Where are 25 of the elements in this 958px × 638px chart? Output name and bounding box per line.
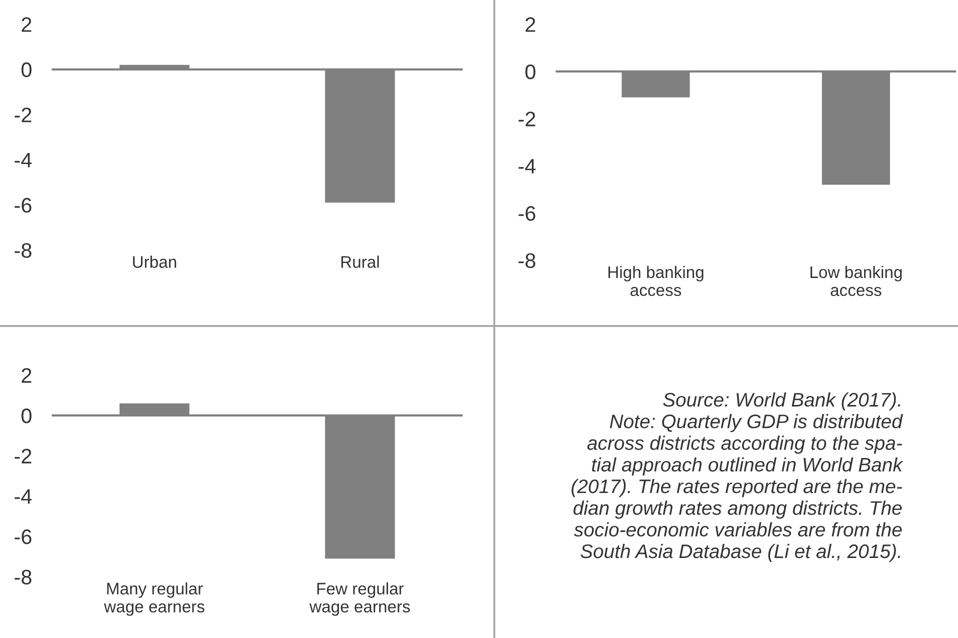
y-tick-label: -8 bbox=[14, 243, 32, 258]
y-tick-label: -4 bbox=[14, 152, 32, 168]
y-tick-label: -6 bbox=[518, 206, 536, 221]
y-tick-label: 0 bbox=[22, 62, 32, 78]
x-tick-label: High banking access bbox=[608, 266, 704, 296]
y-tick-label: -6 bbox=[14, 529, 32, 544]
x-tick-label: Rural bbox=[341, 256, 379, 268]
x-tick-label: Few regular wage earners bbox=[309, 582, 410, 616]
x-tick-label: Urban bbox=[133, 256, 176, 268]
y-tick-label: -2 bbox=[518, 112, 536, 126]
y-tick-label: 2 bbox=[22, 368, 32, 383]
y-tick-label: 0 bbox=[22, 408, 32, 424]
y-tick-label: -8 bbox=[518, 253, 536, 268]
y-tick-label: -8 bbox=[14, 570, 32, 585]
y-tick-label: -4 bbox=[518, 159, 536, 174]
y-tick-label: 0 bbox=[525, 64, 536, 80]
y-tick-label: 2 bbox=[526, 17, 536, 32]
y-tick-label: 2 bbox=[22, 17, 32, 32]
y-tick-label: -2 bbox=[14, 448, 32, 464]
y-tick-label: -6 bbox=[14, 198, 32, 213]
y-tick-label: -2 bbox=[14, 108, 32, 122]
y-tick-label: -4 bbox=[14, 489, 32, 504]
x-tick-label: Many regular wage earners bbox=[104, 582, 204, 616]
x-tick-label: Low banking access bbox=[810, 266, 902, 296]
source-note: Source: World Bank (2017). Note: Quarterly GDP is distributed across districts according to the spa- tial approach outlined in World Bank (2017). The rates reported are the me- dian growth rates among districts. The socio-economic variables are from the South Asia Database (Li et al., 2015). bbox=[572, 392, 904, 562]
